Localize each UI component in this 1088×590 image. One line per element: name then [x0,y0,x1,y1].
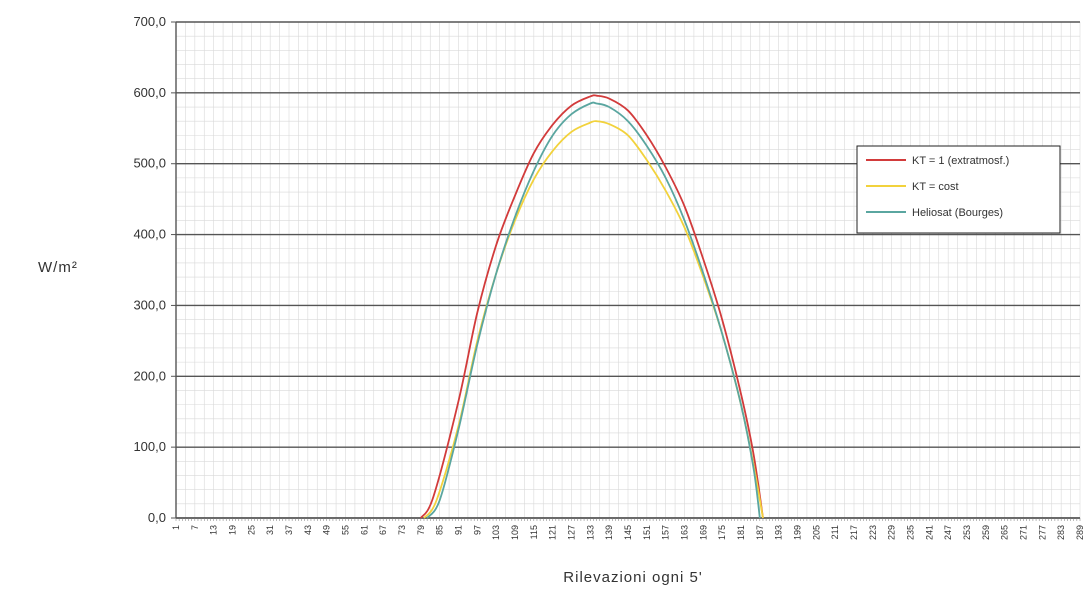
x-tick-label: 241 [924,525,934,540]
x-tick-label: 139 [604,525,614,540]
x-tick-label: 163 [680,525,690,540]
y-axis-label: W/m² [38,259,78,276]
legend-label-3: Heliosat (Bourges) [912,207,1003,219]
x-tick-label: 193 [774,525,784,540]
x-tick-label: 217 [849,525,859,540]
x-tick-label: 7 [190,525,200,530]
x-tick-label: 79 [416,525,426,535]
x-tick-label: 247 [943,525,953,540]
x-tick-label: 61 [359,525,369,535]
x-tick-label: 73 [397,525,407,535]
x-tick-label: 67 [378,525,388,535]
minor-gridlines [175,21,1081,519]
x-tick-label: 49 [322,525,332,535]
x-tick-label: 115 [529,525,539,539]
x-axis-label: Rilevazioni ogni 5' [563,569,702,586]
x-tick-label: 259 [981,525,991,540]
x-tick-label: 127 [567,525,577,540]
x-tick-label: 235 [906,525,916,540]
x-tick-label: 43 [303,525,313,535]
x-tick-label: 157 [661,525,671,540]
x-tick-label: 109 [510,525,520,540]
x-tick-label: 289 [1075,525,1085,540]
x-tick-label: 283 [1056,525,1066,540]
x-tick-label: 211 [830,525,840,539]
x-tick-label: 25 [246,525,256,535]
y-tick-labels: 0,0 100,0 200,0 300,0 400,0 500,0 600,0 700,0 [133,14,166,525]
x-tick-label: 229 [887,525,897,540]
legend-label-1: KT = 1 (extratmosf.) [912,155,1009,167]
x-tick-label: 13 [209,525,219,535]
y-tick-label: 700,0 [133,14,166,29]
y-tick-label: 300,0 [133,297,166,312]
x-tick-label: 133 [585,525,595,540]
major-gridlines [171,21,1080,519]
y-tick-label: 200,0 [133,368,166,383]
legend: KT = 1 (extratmosf.) KT = cost Heliosat (B… [856,145,1061,234]
x-tick-label: 253 [962,525,972,540]
y-tick-label: 600,0 [133,85,166,100]
x-tick-label: 91 [454,525,464,535]
x-tick-label: 31 [265,525,275,535]
x-tick-label: 97 [472,525,482,535]
legend-label-2: KT = cost [912,181,959,193]
x-tick-label: 181 [736,525,746,540]
x-tick-label: 187 [755,525,765,540]
x-tick-label: 271 [1019,525,1029,540]
x-tick-label: 175 [717,525,727,540]
x-tick-label: 103 [491,525,501,540]
series-line-3 [426,101,761,519]
series-lines [420,94,764,519]
x-tick-label: 1 [171,525,181,530]
y-tick-label: 500,0 [133,156,166,171]
x-tick-label: 19 [228,525,238,535]
series-line-1 [420,94,764,519]
x-tick-label: 223 [868,525,878,540]
x-tick-labels: 1 7 13 19 25 31 37 43 49 55 61 67 73 79 85 91 97 103 109 11… [171,525,1085,540]
x-tick-label: 205 [811,525,821,540]
x-tick-label: 151 [642,525,652,540]
x-tick-label: 145 [623,525,633,540]
y-tick-label: 400,0 [133,227,166,242]
x-tick-label: 199 [793,525,803,540]
x-tick-label: 121 [548,525,558,540]
x-tick-label: 55 [341,525,351,535]
y-tick-label: 0,0 [148,510,166,525]
axes [175,22,1081,521]
x-tick-label: 85 [435,525,445,535]
x-tick-label: 169 [698,525,708,540]
x-tick-label: 265 [1000,525,1010,540]
x-tick-label: 277 [1037,525,1047,540]
y-tick-label: 100,0 [133,439,166,454]
x-tick-label: 37 [284,525,294,535]
